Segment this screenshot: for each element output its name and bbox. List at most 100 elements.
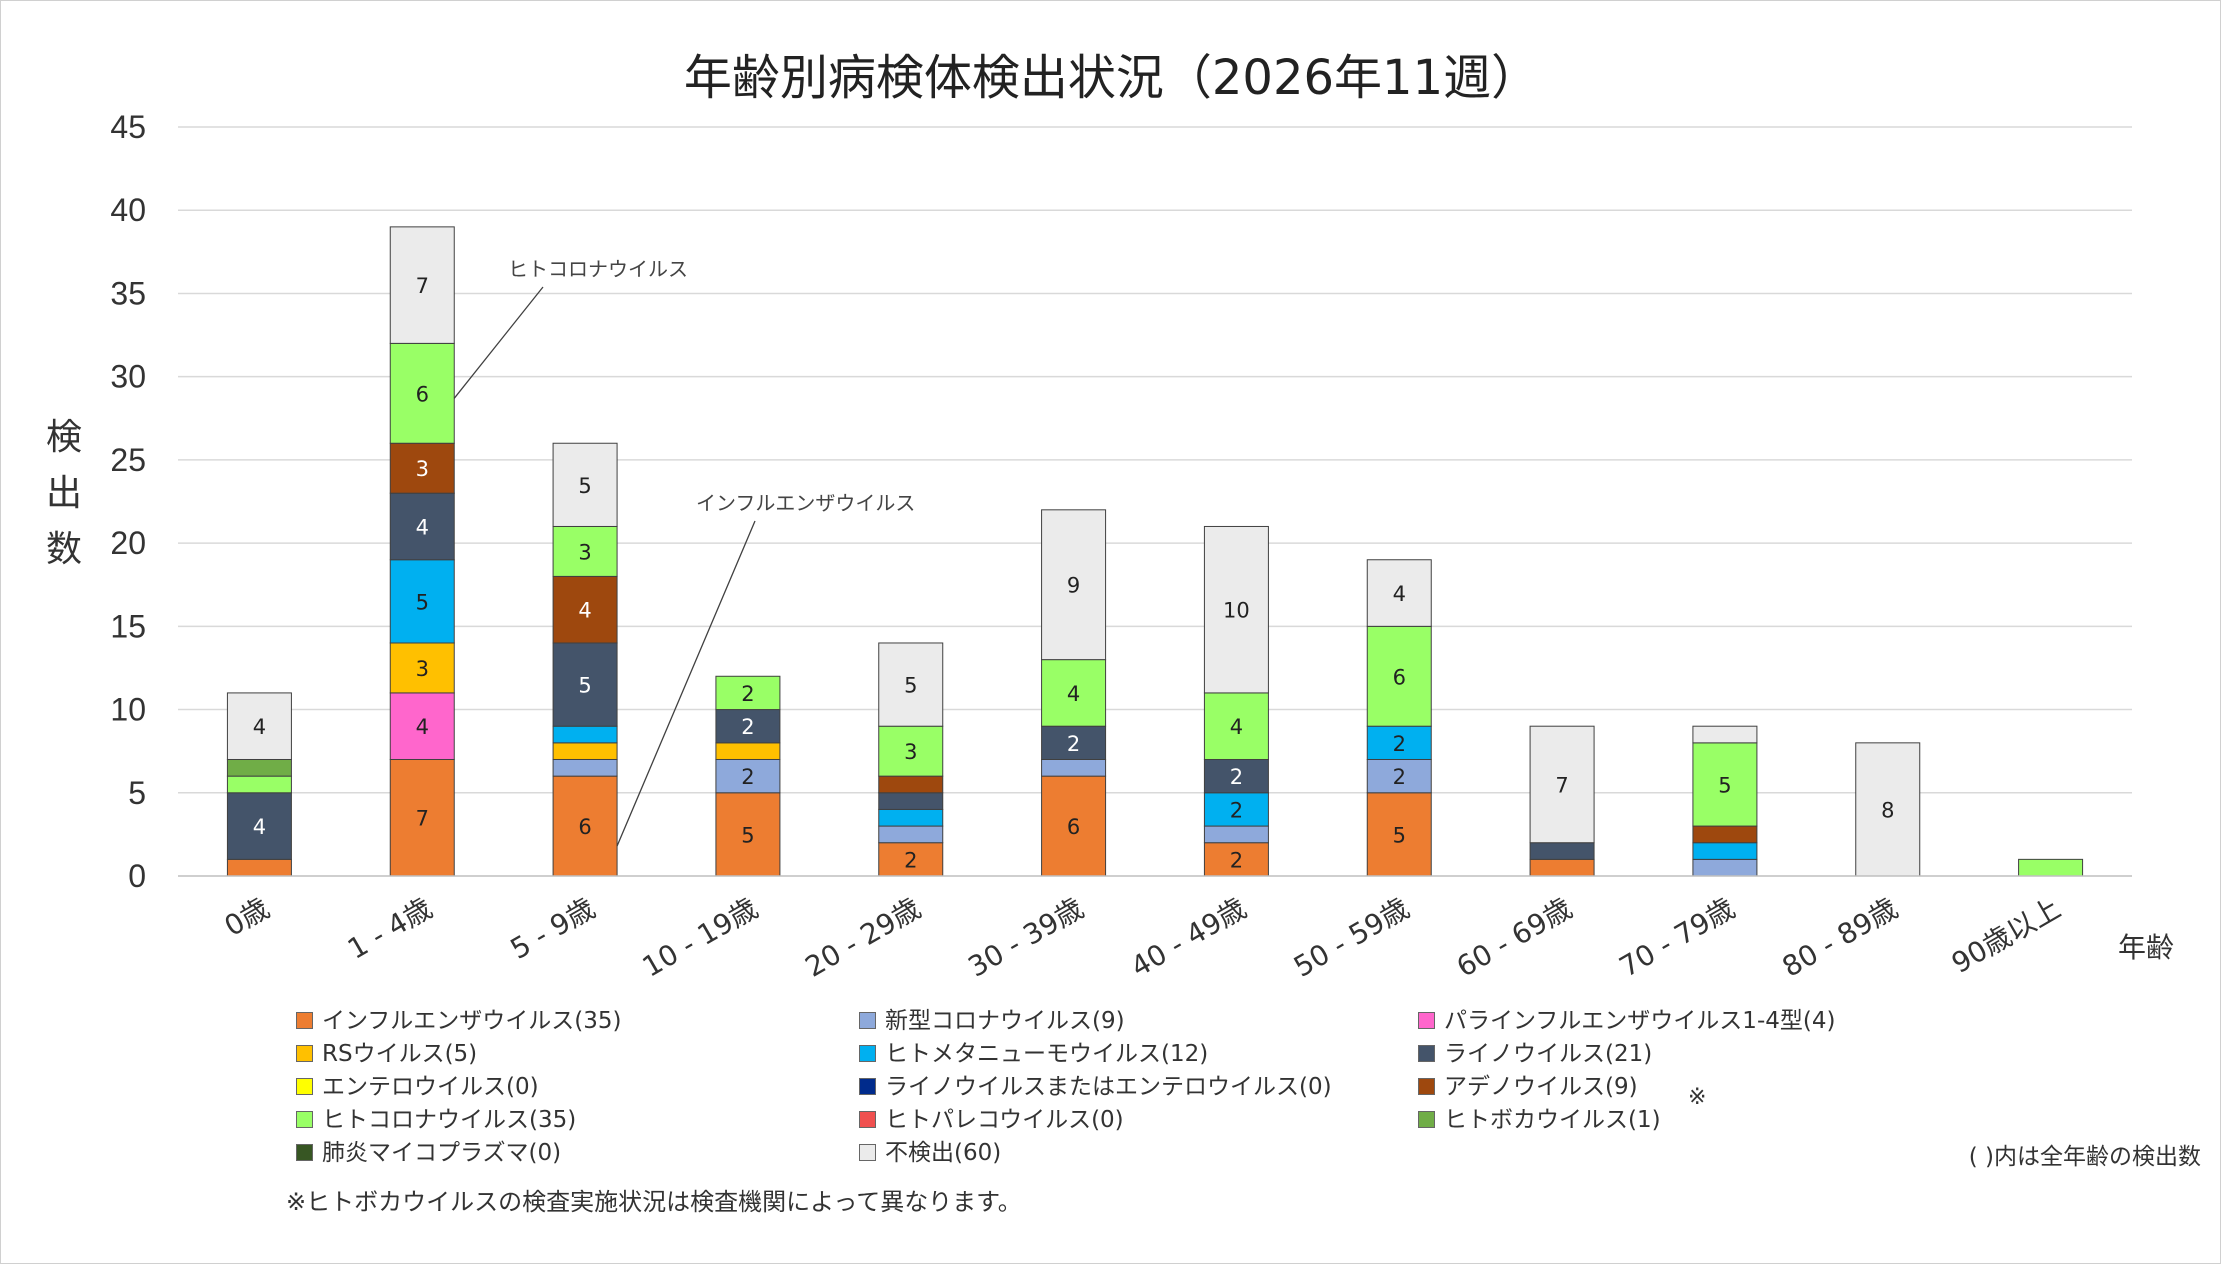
gridlines [178,126,2132,794]
x-axis-label: 年齢 [2118,931,2175,964]
bar-segment [878,642,944,727]
legend-label: ヒトコロナウイルス(35) [322,1107,577,1133]
legend-swatch [1418,1045,1435,1062]
bar-segment [1203,758,1269,794]
annotation-leader [616,520,756,847]
legend-label: ライノウイルスまたはエンテロウイルス(0) [885,1074,1332,1100]
bar-segment [1203,825,1269,844]
data-label: 6 [1393,665,1406,689]
x-tick-label: 0歳 [219,891,275,942]
data-label: 5 [416,590,429,614]
bar-segment [1692,742,1758,827]
bar-segment [389,442,455,494]
data-label: 4 [416,515,429,539]
bar-segment [1692,858,1758,877]
legend-swatch [296,1144,313,1161]
legend-swatch [859,1111,876,1128]
data-label: 2 [1067,732,1080,756]
y-tick-label: 0 [128,858,146,894]
y-tick-label: 45 [110,109,146,145]
data-label: 3 [416,657,429,681]
data-label: 3 [904,740,917,764]
x-tick-label: 30 - 39歳 [962,891,1089,983]
bar-segment [878,825,944,844]
data-label: 8 [1881,798,1894,822]
data-label: 4 [1393,582,1406,606]
data-label: 4 [253,815,266,839]
x-tick-label: 80 - 89歳 [1777,891,1904,983]
data-label: 2 [1230,848,1243,872]
legend-label: ヒトパレコウイルス(0) [885,1107,1124,1133]
legend-swatch [1418,1111,1435,1128]
legend-label: ヒトメタニューモウイルス(12) [885,1041,1209,1067]
legend-label: インフルエンザウイルス(35) [322,1008,622,1034]
bar-segment [1366,559,1432,627]
bar-segment [878,792,944,810]
bar-segment [1041,725,1107,760]
bar-segment [715,675,781,711]
x-tick-label: 90歳以上 [1946,891,2066,979]
bar-segment [715,758,781,794]
bar-segment [552,725,618,744]
legend-swatch [859,1144,876,1161]
annotation-label: ヒトコロナウイルス [508,257,688,281]
legend-item: アデノウイルス(9) [1418,1071,1638,1103]
data-label: 3 [416,457,429,481]
x-tick-label: 40 - 49歳 [1125,891,1252,983]
chart-title: 年齢別病検体検出状況（2026年11週） [683,50,1540,106]
legend-item: ヒトコロナウイルス(35) [296,1104,576,1136]
bar-segment [2018,858,2084,877]
x-tick-label: 5 - 9歳 [505,891,601,965]
y-tick-label: 20 [110,525,146,561]
y-tick-label: 35 [110,275,146,311]
data-label: 6 [416,382,429,406]
bar-segment [552,758,618,777]
bar-segment [1366,792,1432,877]
legend-item: ヒトメタニューモウイルス(12) [859,1038,1208,1070]
bar-segment [1041,509,1107,661]
bar-segment [1203,692,1269,760]
data-label: 7 [416,274,429,298]
data-label: 4 [1230,715,1243,739]
bar-segment [878,775,944,794]
y-tick-label: 5 [128,775,146,811]
bar-segment [389,692,455,760]
data-label: 4 [416,715,429,739]
legend-item: RSウイルス(5) [296,1038,477,1070]
y-tick-label: 25 [110,442,146,478]
data-labels: 4 4 7 4 3 5 4 3 6 7 6 5 4 3 5 5 2 2 2 2 3 5 6 2 4 9 2 2 2 4 10 5 2 2 6 4 7 5 8 [253,274,1895,872]
bar-segment [1529,725,1595,844]
y-axis-label-char: 数 [45,529,82,570]
bar-segment [715,792,781,877]
bar-segment [226,692,292,760]
data-label: 10 [1223,599,1250,623]
legend-item: 肺炎マイコプラズマ(0) [296,1137,561,1169]
bar-segment [389,492,455,561]
legend-label: パラインフルエンザウイルス1-4型(4) [1444,1008,1836,1034]
data-label: 3 [578,540,591,564]
x-tick-label: 60 - 69歳 [1451,891,1578,983]
legend-swatch [1418,1078,1435,1095]
data-label: 5 [741,823,754,847]
data-label: 6 [578,815,591,839]
bars [226,226,2084,877]
legend-swatch [859,1045,876,1062]
legend-item: 不検出(60) [859,1137,1001,1169]
data-label: 7 [416,807,429,831]
bar-segment [1041,775,1107,877]
bar-segment [1692,725,1758,744]
legend-item: ヒトパレコウイルス(0) [859,1104,1124,1136]
data-label: 2 [1230,765,1243,789]
legend-swatch [1418,1012,1435,1029]
legend-swatch [859,1078,876,1095]
legend-label: RSウイルス(5) [322,1041,478,1067]
legend-item: ライノウイルス(21) [1418,1038,1652,1070]
bar-segment [552,525,618,577]
legend-item: エンテロウイルス(0) [296,1071,539,1103]
data-label: 6 [1067,815,1080,839]
bar-segment [1529,842,1595,860]
bar-segment [878,725,944,777]
bar-segment [1855,742,1921,877]
bar-segment [715,742,781,760]
